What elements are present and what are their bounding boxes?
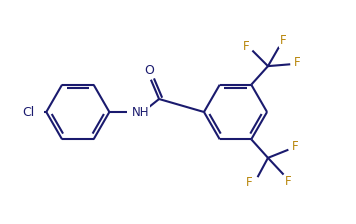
Text: F: F — [285, 175, 291, 188]
Text: NH: NH — [132, 106, 150, 118]
Text: F: F — [243, 40, 250, 53]
Text: O: O — [144, 64, 154, 77]
Text: F: F — [279, 34, 286, 47]
Text: Cl: Cl — [22, 106, 35, 118]
Text: F: F — [292, 140, 298, 153]
Text: F: F — [294, 56, 300, 69]
Text: F: F — [246, 176, 253, 189]
